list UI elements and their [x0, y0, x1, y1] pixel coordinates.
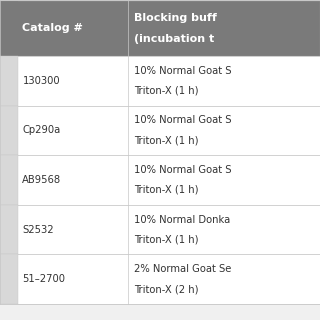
Bar — [0, 0, 320, 56]
Bar — [0, 56, 320, 106]
Bar — [0, 254, 320, 304]
Text: Triton-X (1 h): Triton-X (1 h) — [134, 86, 199, 96]
Text: 10% Normal Goat S: 10% Normal Goat S — [134, 66, 232, 76]
Bar — [0, 0, 18, 56]
Text: S2532: S2532 — [22, 225, 54, 235]
Text: 130300: 130300 — [22, 76, 60, 86]
Bar — [0, 56, 18, 106]
Text: 10% Normal Goat S: 10% Normal Goat S — [134, 116, 232, 125]
Bar — [0, 205, 320, 254]
Text: Triton-X (1 h): Triton-X (1 h) — [134, 235, 199, 244]
Text: 10% Normal Goat S: 10% Normal Goat S — [134, 165, 232, 175]
Bar — [0, 155, 320, 205]
Text: Blocking buff: Blocking buff — [134, 13, 217, 23]
Bar — [0, 254, 18, 304]
Text: 51–2700: 51–2700 — [22, 274, 65, 284]
Text: 10% Normal Donka: 10% Normal Donka — [134, 215, 231, 225]
Text: (incubation t: (incubation t — [134, 34, 215, 44]
Bar — [0, 205, 18, 254]
Text: Catalog #: Catalog # — [22, 23, 83, 33]
Text: 2% Normal Goat Se: 2% Normal Goat Se — [134, 264, 232, 274]
Bar — [0, 106, 320, 155]
Text: Cp290a: Cp290a — [22, 125, 61, 135]
Text: Triton-X (2 h): Triton-X (2 h) — [134, 284, 199, 294]
Text: AB9568: AB9568 — [22, 175, 61, 185]
Text: Triton-X (1 h): Triton-X (1 h) — [134, 135, 199, 145]
Bar — [0, 106, 18, 155]
Text: Triton-X (1 h): Triton-X (1 h) — [134, 185, 199, 195]
Bar — [0, 155, 18, 205]
